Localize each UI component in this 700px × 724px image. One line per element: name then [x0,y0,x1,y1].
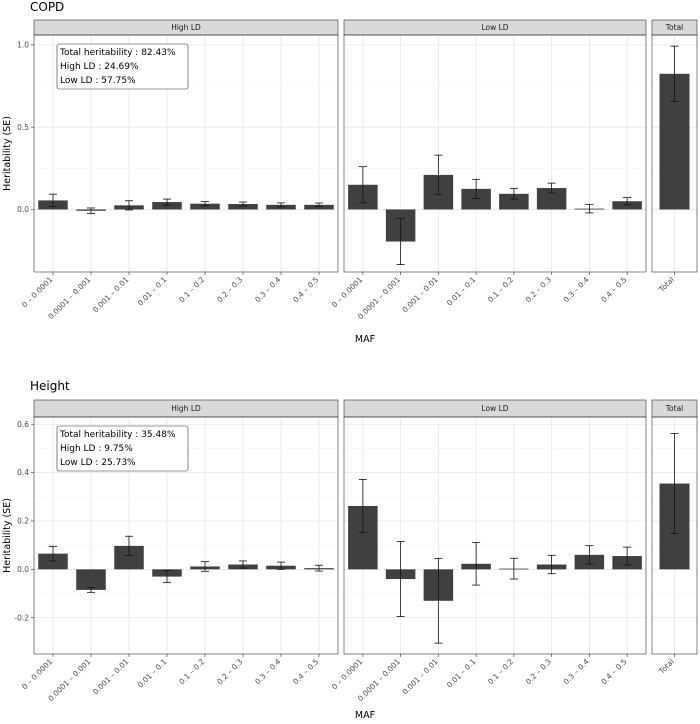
x-tick-label: 0.4 – 0.5 [291,275,320,304]
bar [228,204,258,210]
bar [190,203,220,210]
bar [536,188,567,210]
x-tick-label: 0.2 – 0.3 [215,275,244,304]
y-tick-label: 1.0 [17,40,29,49]
annotation-line: Low LD : 25.73% [60,458,136,468]
chart-title: COPD [30,0,64,14]
x-tick-label: 0.001 – 0.01 [91,657,131,697]
facet-strip-label: Low LD [481,23,508,32]
y-tick-label: 0.2 [17,517,29,526]
y-tick-label: 0.5 [17,123,29,132]
x-tick-label: 0.4 – 0.5 [599,657,628,686]
facet-strip-label: Low LD [481,404,508,413]
x-tick-label: 0.01 – 0.1 [445,657,478,690]
facet-strip-label: Total [665,404,684,413]
x-tick-label: 0.1 – 0.2 [177,275,206,304]
bar [499,193,529,210]
y-tick-label: 0.0 [17,205,29,214]
y-axis-title: Heritability (SE) [2,116,13,191]
bar [114,545,144,570]
x-tick-label: 0.2 – 0.3 [524,657,553,686]
annotation-line: High LD : 24.69% [60,62,139,72]
x-tick-label: 0.01 – 0.1 [136,275,169,308]
chart-1: Height Heritability (SE) -0.2 0.0 0.2 0.4 0.6 H… [2,379,698,721]
x-tick-label: 0.01 – 0.1 [136,657,169,690]
x-tick-label: 0.4 – 0.5 [291,657,320,686]
facet-2: Total Total [651,399,698,677]
panel-border [33,416,339,655]
x-tick-label: 0.001 – 0.01 [91,275,131,315]
x-tick-label: 0.3 – 0.4 [562,657,591,686]
x-tick-label: 0.4 – 0.5 [599,275,628,304]
x-tick-label: Total [656,657,675,676]
x-tick-label: Total [656,275,675,294]
x-tick-label: 0.3 – 0.4 [253,657,282,686]
x-tick-label: 0.01 – 0.1 [445,275,478,308]
annotation-box [56,425,189,472]
bar [152,202,182,210]
annotation-box [56,43,189,90]
x-tick-label: 0.1 – 0.2 [486,275,515,304]
x-tick-label: 0.001 – 0.01 [400,275,440,315]
x-tick-label: 0.2 – 0.3 [524,275,553,304]
facet-strip-label: High LD [171,23,201,32]
x-tick-label: 0 – 0.0001 [20,275,54,309]
x-tick-label: 0 – 0.0001 [330,275,364,309]
bar [38,553,68,570]
x-axis-title: MAF [355,334,375,345]
y-tick-label: 0.4 [17,468,29,477]
annotation-line: High LD : 9.75% [60,444,133,454]
x-tick-label: 0.2 – 0.3 [215,657,244,686]
x-axis-title: MAF [355,710,375,721]
x-tick-label: 0.3 – 0.4 [562,275,591,304]
bar [76,569,106,590]
facet-2: Total Total [651,19,698,295]
x-tick-label: 0.1 – 0.2 [177,657,206,686]
y-tick-label: 0.6 [17,420,29,429]
annotation-line: Total heritability : 82.43% [59,48,176,58]
bar [461,188,491,210]
x-tick-label: 0 – 0.0001 [330,657,364,691]
facet-strip-label: High LD [171,404,201,413]
annotation-line: Low LD : 57.75% [60,76,136,86]
y-tick-label: -0.2 [14,613,29,622]
x-tick-label: 0.001 – 0.01 [400,657,440,697]
x-tick-label: 0.3 – 0.4 [253,275,282,304]
facet-strip-label: Total [665,23,684,32]
y-tick-label: 0.0 [17,565,29,574]
bar [612,201,642,210]
annotation-line: Total heritability : 35.48% [59,430,176,440]
panel-border [343,34,647,273]
bar [304,204,334,210]
chart-0: COPD Heritability (SE) 0.0 0.5 1.0 High LD 0 –… [2,0,698,345]
panel-border [343,416,647,655]
y-axis-title: Heritability (SE) [2,498,13,573]
x-tick-label: 0.1 – 0.2 [486,657,515,686]
x-tick-label: 0 – 0.0001 [20,657,54,691]
panel-border [33,34,339,273]
chart-title: Height [30,379,70,393]
